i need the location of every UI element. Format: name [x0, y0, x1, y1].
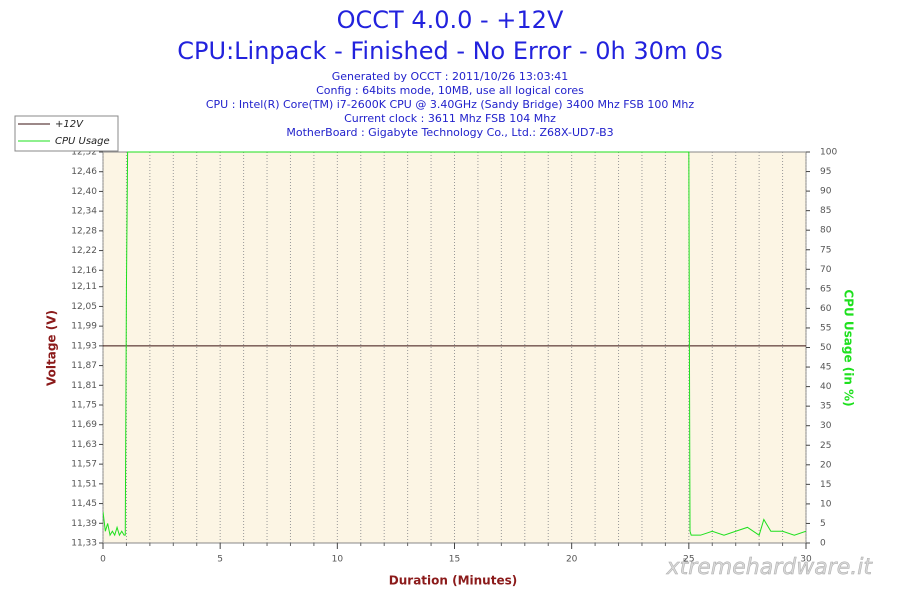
x-tick-label: 15 — [449, 555, 460, 565]
info-line: MotherBoard : Gigabyte Technology Co., L… — [286, 126, 613, 139]
y-tick-label: 11,39 — [71, 519, 97, 529]
y-tick-label: 11,51 — [71, 479, 97, 489]
y-tick-label: 11,69 — [71, 420, 97, 430]
y-tick-label: 11,81 — [71, 381, 97, 391]
info-line: CPU : Intel(R) Core(TM) i7-2600K CPU @ 3… — [206, 98, 694, 111]
x-tick-label: 0 — [100, 555, 106, 565]
y2-tick-label: 65 — [820, 284, 831, 294]
y-tick-label: 11,75 — [71, 401, 97, 411]
y2-tick-label: 5 — [820, 519, 826, 529]
info-line: Config : 64bits mode, 10MB, use all logi… — [316, 84, 584, 97]
y2-tick-label: 100 — [820, 148, 837, 158]
x-tick-label: 25 — [683, 555, 694, 565]
x-tick-label: 10 — [332, 555, 344, 565]
watermark: xtremehardware.it — [666, 555, 874, 580]
y2-tick-label: 75 — [820, 245, 831, 255]
y-tick-label: 12,46 — [71, 167, 97, 177]
legend-label: CPU Usage — [55, 136, 110, 147]
y2-tick-label: 15 — [820, 480, 831, 490]
chart-subtitle: CPU:Linpack - Finished - No Error - 0h 3… — [177, 37, 722, 65]
y-tick-label: 12,34 — [71, 207, 97, 217]
y-tick-label: 11,93 — [71, 341, 97, 351]
y-tick-label: 12,40 — [71, 187, 97, 197]
y2-tick-label: 80 — [820, 226, 832, 236]
y2-tick-label: 0 — [820, 539, 826, 549]
y-tick-label: 11,57 — [71, 460, 97, 470]
series-line — [103, 151, 806, 537]
x-tick-label: 5 — [217, 555, 223, 565]
y2-tick-label: 90 — [820, 187, 832, 197]
y-axis-label: Voltage (V) — [45, 310, 59, 386]
y-tick-label: 11,45 — [71, 499, 97, 509]
legend — [14, 115, 119, 152]
y-tick-label: 11,87 — [71, 361, 97, 371]
y2-tick-label: 40 — [820, 382, 832, 392]
info-line: Current clock : 3611 Mhz FSB 104 Mhz — [344, 112, 556, 125]
info-line: Generated by OCCT : 2011/10/26 13:03:41 — [332, 70, 569, 83]
y-tick-label: 12,52 — [71, 148, 97, 158]
y-tick-label: 11,99 — [71, 322, 97, 332]
y-tick-label: 12,05 — [71, 302, 97, 312]
y-tick-label: 11,63 — [71, 440, 97, 450]
y2-tick-label: 45 — [820, 363, 831, 373]
legend-label: +12V — [55, 119, 84, 130]
y-tick-label: 12,28 — [71, 226, 97, 236]
y2-tick-label: 70 — [820, 265, 832, 275]
y-tick-label: 12,11 — [71, 282, 97, 292]
y2-tick-label: 35 — [820, 402, 831, 412]
y2-tick-label: 30 — [820, 421, 832, 431]
y2-tick-label: 25 — [820, 441, 831, 451]
y-tick-label: 12,16 — [71, 266, 97, 276]
y2-tick-label: 60 — [820, 304, 832, 314]
y-tick-label: 12,22 — [71, 246, 97, 256]
y2-tick-label: 95 — [820, 167, 831, 177]
y-tick-label: 11,33 — [71, 539, 97, 549]
x-axis-label: Duration (Minutes) — [389, 574, 517, 588]
y2-tick-label: 50 — [820, 343, 832, 353]
x-tick-label: 30 — [800, 555, 812, 565]
y2-tick-label: 55 — [820, 323, 831, 333]
y2-tick-label: 85 — [820, 206, 831, 216]
x-tick-label: 20 — [566, 555, 578, 565]
y2-tick-label: 10 — [820, 499, 832, 509]
y2-axis-label: CPU Usage (in %) — [842, 289, 856, 406]
y2-tick-label: 20 — [820, 460, 832, 470]
chart-title: OCCT 4.0.0 - +12V — [337, 6, 564, 34]
